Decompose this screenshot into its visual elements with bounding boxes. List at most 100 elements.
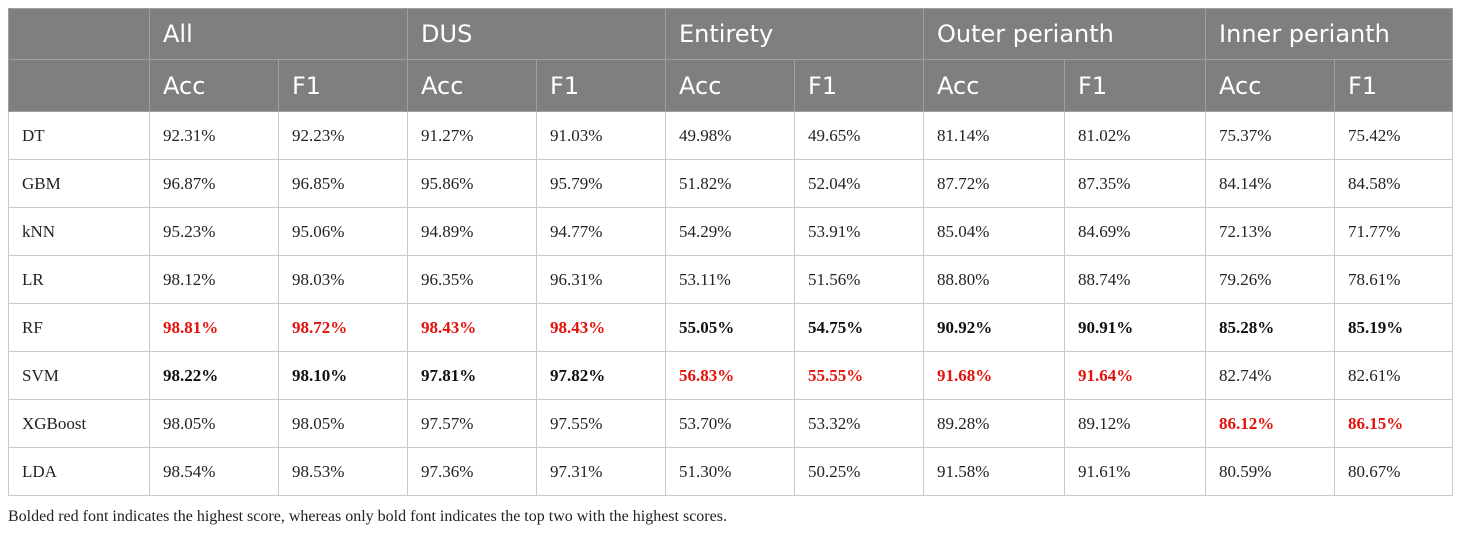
score-cell: 97.82% xyxy=(536,351,667,400)
score-cell: 87.35% xyxy=(1064,159,1207,208)
score-cell: 75.42% xyxy=(1334,111,1454,160)
header-metric: Acc xyxy=(407,59,538,112)
model-name-cell: XGBoost xyxy=(8,399,150,448)
table-row: SVM 98.22% 98.10% 97.81% 97.82% 56.83% 55.55% 9… xyxy=(8,351,1454,400)
score-cell: 85.04% xyxy=(923,207,1066,256)
score-cell: 88.80% xyxy=(923,255,1066,304)
score-cell: 94.89% xyxy=(407,207,538,256)
score-cell: 51.56% xyxy=(794,255,925,304)
score-cell: 92.23% xyxy=(277,111,409,160)
score-cell: 71.77% xyxy=(1334,207,1454,256)
model-name-cell: DT xyxy=(8,111,150,160)
score-cell: 91.58% xyxy=(923,447,1066,496)
header-metric: Acc xyxy=(1205,59,1336,112)
score-cell: 98.54% xyxy=(149,447,279,496)
score-cell: 89.28% xyxy=(923,399,1066,448)
score-cell: 95.06% xyxy=(277,207,409,256)
header-group-row: All DUS Entirety Outer perianth Inner pe… xyxy=(8,8,1454,60)
score-cell: 56.83% xyxy=(665,351,796,400)
score-cell: 91.27% xyxy=(407,111,538,160)
score-cell: 51.30% xyxy=(665,447,796,496)
table-row: RF 98.81% 98.72% 98.43% 98.43% 55.05% 54.75% 90… xyxy=(8,303,1454,352)
score-cell: 52.04% xyxy=(794,159,925,208)
score-cell: 95.79% xyxy=(536,159,667,208)
header-metric: F1 xyxy=(1334,59,1454,112)
score-cell: 78.61% xyxy=(1334,255,1454,304)
results-table: All DUS Entirety Outer perianth Inner pe… xyxy=(8,8,1454,496)
score-cell: 89.12% xyxy=(1064,399,1207,448)
model-name-cell: GBM xyxy=(8,159,150,208)
score-cell: 92.31% xyxy=(149,111,279,160)
header-group-inner-perianth: Inner perianth xyxy=(1205,8,1454,60)
header-metric-row: Acc F1 Acc F1 Acc F1 Acc F1 Acc F1 xyxy=(8,59,1454,112)
header-group-all: All xyxy=(148,8,409,60)
score-cell: 53.11% xyxy=(665,255,796,304)
score-cell: 91.64% xyxy=(1064,351,1207,400)
score-cell: 91.61% xyxy=(1064,447,1207,496)
score-cell: 81.02% xyxy=(1064,111,1207,160)
score-cell: 98.05% xyxy=(277,399,409,448)
score-cell: 90.91% xyxy=(1064,303,1207,352)
header-sub-corner xyxy=(8,59,150,112)
header-metric: Acc xyxy=(923,59,1066,112)
score-cell: 88.74% xyxy=(1064,255,1207,304)
table-row: LDA 98.54% 98.53% 97.36% 97.31% 51.30% 50.25% 9… xyxy=(8,447,1454,496)
score-cell: 75.37% xyxy=(1205,111,1336,160)
score-cell: 82.61% xyxy=(1334,351,1454,400)
score-cell: 91.03% xyxy=(536,111,667,160)
score-cell: 94.77% xyxy=(536,207,667,256)
score-cell: 81.14% xyxy=(923,111,1066,160)
score-cell: 86.15% xyxy=(1334,399,1454,448)
score-cell: 53.91% xyxy=(794,207,925,256)
score-cell: 72.13% xyxy=(1205,207,1336,256)
score-cell: 84.14% xyxy=(1205,159,1336,208)
score-cell: 98.12% xyxy=(149,255,279,304)
header-group-dus: DUS xyxy=(407,8,667,60)
model-name-cell: RF xyxy=(8,303,150,352)
score-cell: 84.58% xyxy=(1334,159,1454,208)
score-cell: 86.12% xyxy=(1205,399,1336,448)
header-metric: F1 xyxy=(536,59,667,112)
header-group-outer-perianth: Outer perianth xyxy=(923,8,1207,60)
table-row: kNN 95.23% 95.06% 94.89% 94.77% 54.29% 53.91% 8… xyxy=(8,207,1454,256)
table-row: LR 98.12% 98.03% 96.35% 96.31% 53.11% 51.56% 88… xyxy=(8,255,1454,304)
score-cell: 98.10% xyxy=(277,351,409,400)
model-name-cell: LR xyxy=(8,255,150,304)
score-cell: 53.70% xyxy=(665,399,796,448)
score-cell: 95.86% xyxy=(407,159,538,208)
score-cell: 55.55% xyxy=(794,351,925,400)
table-header: All DUS Entirety Outer perianth Inner pe… xyxy=(8,8,1454,112)
score-cell: 85.19% xyxy=(1334,303,1454,352)
header-corner xyxy=(8,8,150,60)
score-cell: 50.25% xyxy=(794,447,925,496)
score-cell: 97.55% xyxy=(536,399,667,448)
score-cell: 96.85% xyxy=(277,159,409,208)
table-row: GBM 96.87% 96.85% 95.86% 95.79% 51.82% 52.04% 8… xyxy=(8,159,1454,208)
score-cell: 96.31% xyxy=(536,255,667,304)
score-cell: 55.05% xyxy=(665,303,796,352)
score-cell: 97.81% xyxy=(407,351,538,400)
table-row: XGBoost 98.05% 98.05% 97.57% 97.55% 53.70% 53.… xyxy=(8,399,1454,448)
score-cell: 49.98% xyxy=(665,111,796,160)
score-cell: 98.72% xyxy=(277,303,409,352)
header-metric: F1 xyxy=(1064,59,1207,112)
score-cell: 53.32% xyxy=(794,399,925,448)
table-body: DT 92.31% 92.23% 91.27% 91.03% 49.98% 49.65% 81… xyxy=(8,111,1454,496)
header-metric: F1 xyxy=(794,59,925,112)
score-cell: 98.43% xyxy=(407,303,538,352)
score-cell: 96.35% xyxy=(407,255,538,304)
score-cell: 98.43% xyxy=(536,303,667,352)
score-cell: 97.31% xyxy=(536,447,667,496)
table-footnote: Bolded red font indicates the highest sc… xyxy=(8,508,727,525)
model-name-cell: SVM xyxy=(8,351,150,400)
score-cell: 54.29% xyxy=(665,207,796,256)
header-group-entirety: Entirety xyxy=(665,8,925,60)
score-cell: 87.72% xyxy=(923,159,1066,208)
score-cell: 98.22% xyxy=(149,351,279,400)
score-cell: 80.67% xyxy=(1334,447,1454,496)
score-cell: 82.74% xyxy=(1205,351,1336,400)
score-cell: 91.68% xyxy=(923,351,1066,400)
score-cell: 98.53% xyxy=(277,447,409,496)
score-cell: 49.65% xyxy=(794,111,925,160)
score-cell: 85.28% xyxy=(1205,303,1336,352)
